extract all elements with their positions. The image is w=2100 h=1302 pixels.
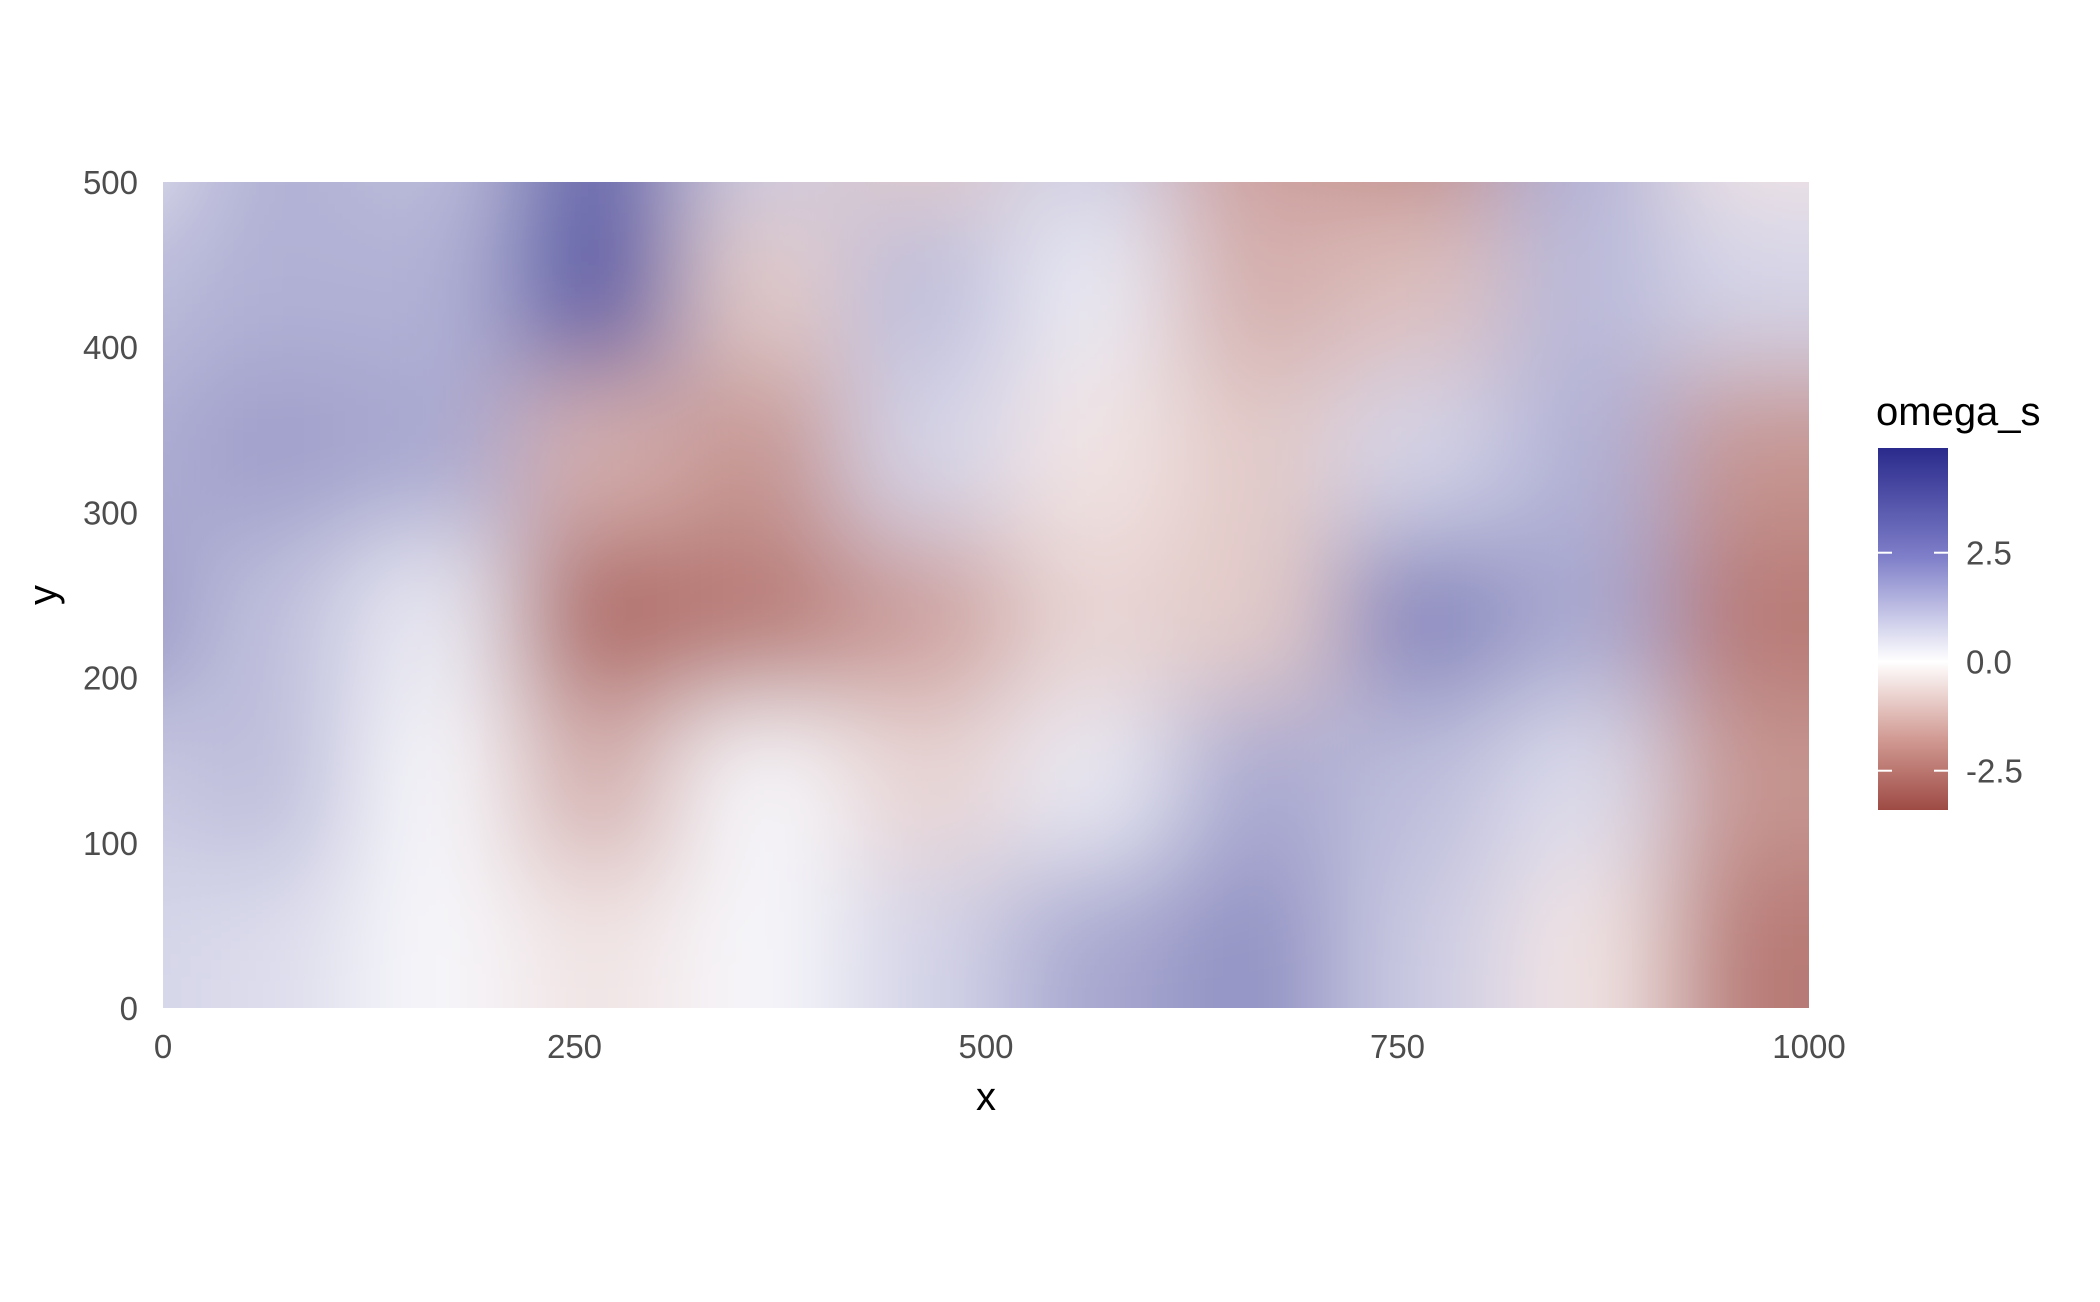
legend-title: omega_s — [1876, 390, 2041, 434]
heatmap-cell — [1666, 865, 1809, 1008]
x-axis-ticks: 0 250 500 750 1000 — [154, 1028, 1846, 1065]
legend-tick-label: -2.5 — [1966, 753, 2023, 790]
y-tick-label: 500 — [83, 164, 138, 201]
y-tick-label: 100 — [83, 825, 138, 862]
legend-tick-label: 2.5 — [1966, 535, 2012, 572]
x-tick-label: 1000 — [1772, 1028, 1845, 1065]
y-axis-ticks: 0 100 200 300 400 500 — [83, 164, 138, 1027]
y-tick-label: 200 — [83, 660, 138, 697]
legend-tick-label: 0.0 — [1966, 644, 2012, 681]
legend-ticks: 2.5 0.0 -2.5 — [1878, 535, 2023, 790]
legend-colorbar — [1878, 448, 1948, 810]
y-tick-label: 300 — [83, 494, 138, 531]
plot-panel — [163, 182, 1809, 1008]
x-axis-title: x — [976, 1075, 996, 1119]
color-legend: omega_s 2.5 0.0 -2.5 — [1876, 390, 2041, 810]
heatmap-cells — [163, 182, 1809, 1008]
x-tick-label: 750 — [1370, 1028, 1425, 1065]
x-tick-label: 500 — [958, 1028, 1013, 1065]
y-tick-label: 400 — [83, 329, 138, 366]
y-axis-title: y — [21, 585, 65, 605]
x-tick-label: 0 — [154, 1028, 172, 1065]
x-tick-label: 250 — [547, 1028, 602, 1065]
y-tick-label: 0 — [120, 990, 138, 1027]
